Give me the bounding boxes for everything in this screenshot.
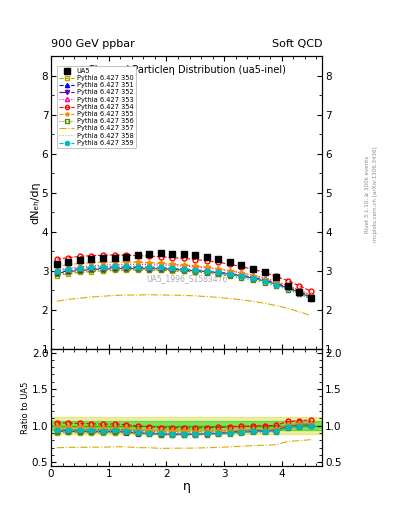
Y-axis label: dNₑₕ/dη: dNₑₕ/dη — [30, 181, 40, 224]
Text: Charged Particleη Distribution (ua5-inel): Charged Particleη Distribution (ua5-inel… — [88, 65, 286, 75]
Text: 900 GeV ppbar: 900 GeV ppbar — [51, 38, 135, 49]
Bar — [51, 421, 322, 430]
Text: UA5_1996_S1583476: UA5_1996_S1583476 — [146, 274, 228, 283]
Y-axis label: Ratio to UA5: Ratio to UA5 — [21, 381, 30, 434]
Text: Rivet 3.1.10, ≥ 300k events: Rivet 3.1.10, ≥ 300k events — [365, 156, 370, 233]
Bar — [51, 417, 322, 435]
X-axis label: η: η — [183, 480, 191, 493]
Text: Soft QCD: Soft QCD — [272, 38, 322, 49]
Legend: UA5, Pythia 6.427 350, Pythia 6.427 351, Pythia 6.427 352, Pythia 6.427 353, Pyt: UA5, Pythia 6.427 350, Pythia 6.427 351,… — [57, 66, 136, 148]
Text: mcplots.cern.ch [arXiv:1306.3436]: mcplots.cern.ch [arXiv:1306.3436] — [373, 147, 378, 242]
